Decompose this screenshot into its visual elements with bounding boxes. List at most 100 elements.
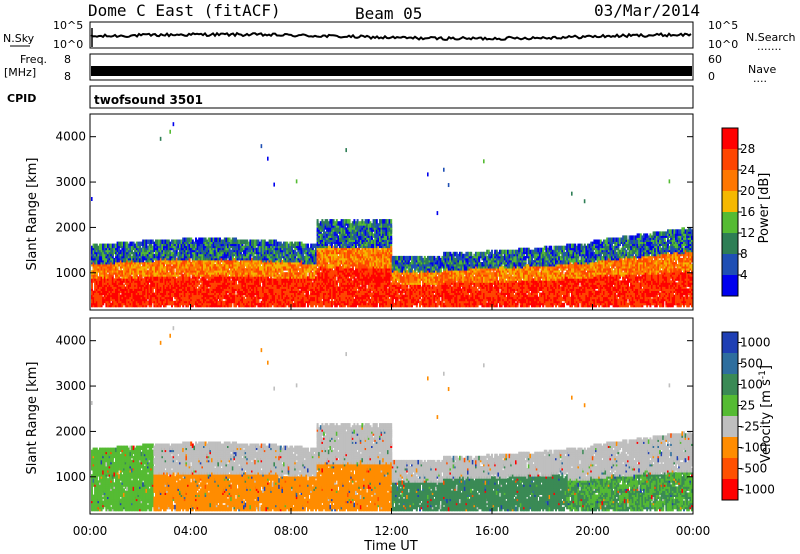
- power-cell: [278, 247, 281, 253]
- power-cell: [238, 239, 241, 244]
- power-cell: [244, 286, 247, 291]
- power-cell: [183, 237, 186, 242]
- power-cell: [171, 284, 173, 289]
- power-cell: [179, 259, 181, 265]
- power-cell: [355, 259, 357, 265]
- power-cell: [175, 239, 178, 244]
- power-cell: [171, 251, 173, 257]
- power-cell: [92, 274, 95, 279]
- power-cell: [286, 278, 289, 283]
- power-cell: [356, 300, 359, 306]
- power-cell: [342, 255, 345, 261]
- power-cell: [251, 262, 253, 267]
- power-cell: [111, 276, 114, 281]
- power-cell: [297, 278, 300, 283]
- power-cell: [331, 290, 333, 296]
- power-cell: [161, 286, 164, 291]
- power-cell: [198, 294, 201, 300]
- power-cell: [324, 249, 327, 255]
- power-cell: [260, 286, 263, 291]
- power-cell: [113, 278, 116, 283]
- power-cell: [340, 249, 343, 255]
- power-cell: [321, 233, 324, 238]
- power-cell: [143, 286, 146, 291]
- power-cell: [198, 280, 201, 285]
- power-cell: [127, 272, 130, 277]
- power-cell: [347, 231, 349, 236]
- power-cell: [347, 237, 349, 242]
- power-cell: [135, 282, 138, 287]
- power-cell: [339, 290, 341, 296]
- power-cell: [212, 251, 215, 257]
- power-cell: [198, 286, 201, 291]
- power-cell: [239, 239, 242, 244]
- power-cell: [313, 257, 316, 263]
- power-cell: [316, 235, 319, 240]
- power-cell: [275, 268, 277, 273]
- power-cell: [294, 249, 297, 255]
- power-cell: [251, 300, 253, 306]
- power-cell: [134, 300, 137, 306]
- power-cell: [115, 282, 117, 287]
- power-cell: [127, 243, 130, 249]
- power-cell: [329, 255, 332, 261]
- power-cell: [215, 288, 218, 293]
- power-cell: [188, 272, 191, 277]
- power-cell: [183, 243, 186, 249]
- power-cell: [345, 219, 348, 224]
- power-cell: [281, 259, 284, 265]
- power-cell: [171, 292, 173, 298]
- power-cell: [198, 237, 201, 242]
- beam-label: Beam 05: [355, 4, 422, 23]
- nsky-tick-top: 10^5: [53, 19, 83, 32]
- power-cell: [132, 274, 135, 279]
- date-label: 03/Mar/2014: [594, 1, 700, 20]
- power-cell: [334, 227, 337, 232]
- power-cell: [295, 257, 298, 263]
- power-cell: [348, 237, 351, 242]
- power-cell: [203, 245, 205, 251]
- power-cell: [161, 239, 164, 244]
- power-cell: [155, 259, 157, 265]
- power-cell: [166, 272, 169, 277]
- power-cell: [196, 245, 199, 251]
- power-cell: [219, 294, 221, 300]
- power-cell: [311, 302, 314, 308]
- power-cell: [313, 296, 316, 302]
- power-cell: [303, 243, 306, 249]
- power-cell: [331, 270, 333, 275]
- power-cell: [332, 245, 335, 251]
- power-cell: [159, 251, 162, 257]
- power-cell: [220, 245, 223, 251]
- power-cell: [300, 274, 303, 279]
- power-cell: [190, 249, 193, 255]
- power-cell: [327, 298, 330, 304]
- power-cell: [267, 290, 269, 296]
- power-cell: [276, 241, 279, 247]
- power-cell: [339, 286, 341, 291]
- power-cell: [315, 255, 317, 261]
- power-cell: [348, 302, 351, 308]
- power-cell: [150, 282, 153, 287]
- power-cell: [196, 264, 199, 269]
- power-cell: [111, 280, 114, 285]
- power-cell: [319, 272, 322, 277]
- power-cell: [324, 219, 327, 224]
- power-cell: [177, 264, 180, 269]
- power-cell: [156, 239, 159, 244]
- power-cell: [260, 239, 263, 244]
- power-cell: [257, 298, 260, 304]
- power-cell: [353, 247, 356, 253]
- power-cell: [211, 274, 213, 279]
- power-cell: [254, 255, 257, 261]
- power-cell: [299, 274, 301, 279]
- power-cell: [262, 239, 265, 244]
- power-cell: [350, 241, 353, 247]
- power-cell: [335, 266, 338, 271]
- power-cell: [119, 249, 122, 255]
- power-cell: [347, 282, 349, 287]
- power-cell: [241, 239, 244, 244]
- power-cell: [356, 290, 359, 296]
- power-cell: [311, 272, 314, 277]
